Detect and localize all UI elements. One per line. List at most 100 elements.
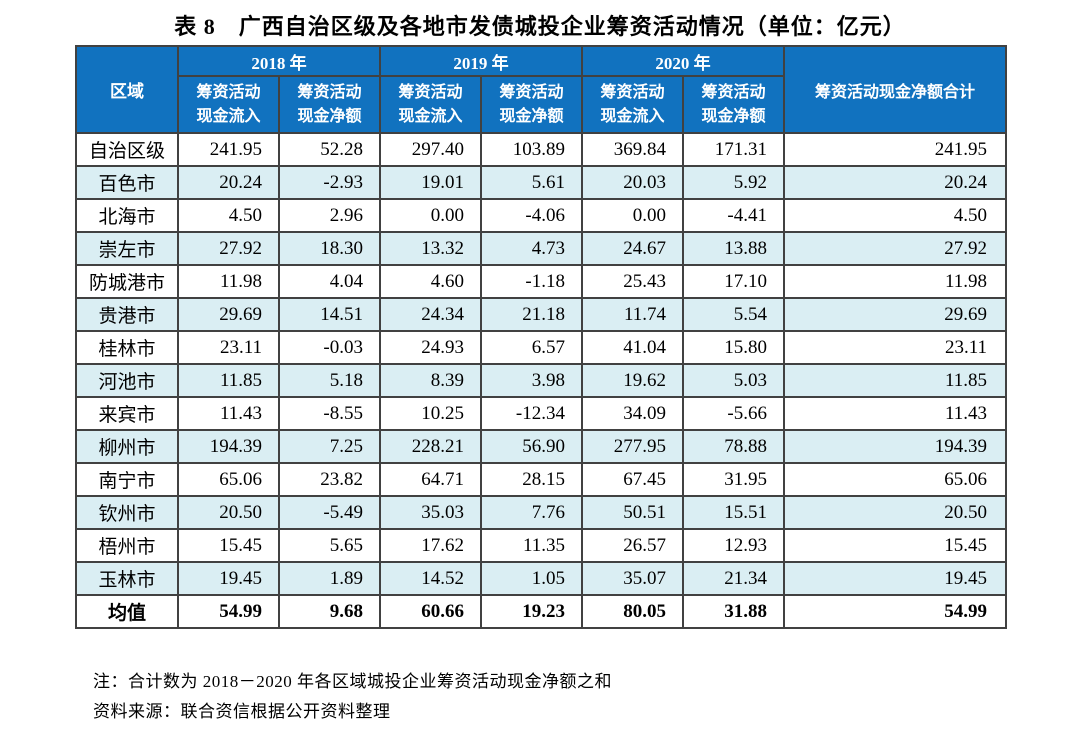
- value-cell: 34.09: [581, 396, 684, 431]
- value-cell: 78.88: [682, 429, 785, 464]
- region-cell: 贵港市: [75, 297, 179, 332]
- value-cell: 20.03: [581, 165, 684, 200]
- table-row: 来宾市 11.43 -8.55 10.25 -12.34 34.09 -5.66 11.43: [75, 396, 1007, 431]
- value-cell: 20.50: [177, 495, 280, 530]
- value-cell: 80.05: [581, 594, 684, 629]
- table-note: 注：合计数为 2018－2020 年各区域城投企业筹资活动现金净额之和: [93, 672, 612, 691]
- value-cell: -5.66: [682, 396, 785, 431]
- value-cell: -4.06: [480, 198, 583, 233]
- total-cell: 54.99: [783, 594, 1007, 629]
- region-cell: 柳州市: [75, 429, 179, 464]
- table-header: 区域 2018 年 2019 年 2020 年 筹资活动现金净额合计 筹资活动 …: [75, 45, 1007, 134]
- value-cell: 15.51: [682, 495, 785, 530]
- col-header-year-2019: 2019 年: [379, 45, 583, 77]
- value-cell: 103.89: [480, 132, 583, 167]
- value-cell: 15.45: [177, 528, 280, 563]
- value-cell: 23.82: [278, 462, 381, 497]
- value-cell: 1.05: [480, 561, 583, 596]
- table-row: 北海市 4.50 2.96 0.00 -4.06 0.00 -4.41 4.50: [75, 198, 1007, 233]
- region-cell: 崇左市: [75, 231, 179, 266]
- financing-activity-table: 区域 2018 年 2019 年 2020 年 筹资活动现金净额合计 筹资活动 …: [75, 45, 1007, 629]
- value-cell: 18.30: [278, 231, 381, 266]
- value-cell: 17.62: [379, 528, 482, 563]
- col-subheader-2018-net: 筹资活动 现金净额: [278, 75, 381, 134]
- value-cell: 26.57: [581, 528, 684, 563]
- value-cell: -8.55: [278, 396, 381, 431]
- total-cell: 11.85: [783, 363, 1007, 398]
- value-cell: -2.93: [278, 165, 381, 200]
- col-subheader-2019-net: 筹资活动 现金净额: [480, 75, 583, 134]
- value-cell: 11.98: [177, 264, 280, 299]
- value-cell: 31.95: [682, 462, 785, 497]
- col-header-region: 区域: [75, 45, 179, 134]
- value-cell: 3.98: [480, 363, 583, 398]
- table-row: 南宁市 65.06 23.82 64.71 28.15 67.45 31.95 65.06: [75, 462, 1007, 497]
- region-cell: 百色市: [75, 165, 179, 200]
- table-row: 百色市 20.24 -2.93 19.01 5.61 20.03 5.92 20.24: [75, 165, 1007, 200]
- value-cell: 35.07: [581, 561, 684, 596]
- total-cell: 23.11: [783, 330, 1007, 365]
- value-cell: 41.04: [581, 330, 684, 365]
- value-cell: 5.92: [682, 165, 785, 200]
- region-cell: 北海市: [75, 198, 179, 233]
- table-row: 自治区级 241.95 52.28 297.40 103.89 369.84 171.31 2…: [75, 132, 1007, 167]
- region-cell: 均值: [75, 594, 179, 629]
- table-row: 均值 54.99 9.68 60.66 19.23 80.05 31.88 54.99: [75, 594, 1007, 629]
- total-cell: 4.50: [783, 198, 1007, 233]
- value-cell: 12.93: [682, 528, 785, 563]
- col-subheader-2020-inflow: 筹资活动 现金流入: [581, 75, 684, 134]
- table-row: 钦州市 20.50 -5.49 35.03 7.76 50.51 15.51 20.50: [75, 495, 1007, 530]
- col-header-year-2018: 2018 年: [177, 45, 381, 77]
- value-cell: 21.34: [682, 561, 785, 596]
- value-cell: 24.67: [581, 231, 684, 266]
- value-cell: 9.68: [278, 594, 381, 629]
- value-cell: 5.18: [278, 363, 381, 398]
- table-row: 崇左市 27.92 18.30 13.32 4.73 24.67 13.88 27.92: [75, 231, 1007, 266]
- table-row: 柳州市 194.39 7.25 228.21 56.90 277.95 78.88 194.3…: [75, 429, 1007, 464]
- value-cell: 65.06: [177, 462, 280, 497]
- value-cell: 19.01: [379, 165, 482, 200]
- value-cell: 60.66: [379, 594, 482, 629]
- value-cell: 7.25: [278, 429, 381, 464]
- table-body: 自治区级 241.95 52.28 297.40 103.89 369.84 171.31 2…: [75, 132, 1007, 629]
- value-cell: 4.60: [379, 264, 482, 299]
- value-cell: 13.32: [379, 231, 482, 266]
- region-cell: 南宁市: [75, 462, 179, 497]
- value-cell: 67.45: [581, 462, 684, 497]
- total-cell: 241.95: [783, 132, 1007, 167]
- value-cell: 14.51: [278, 297, 381, 332]
- value-cell: 2.96: [278, 198, 381, 233]
- total-cell: 29.69: [783, 297, 1007, 332]
- col-header-year-2020: 2020 年: [581, 45, 785, 77]
- total-cell: 11.43: [783, 396, 1007, 431]
- value-cell: 7.76: [480, 495, 583, 530]
- value-cell: 5.03: [682, 363, 785, 398]
- source-note: 资料来源：联合资信根据公开资料整理: [93, 701, 391, 721]
- value-cell: 21.18: [480, 297, 583, 332]
- value-cell: 13.88: [682, 231, 785, 266]
- value-cell: -1.18: [480, 264, 583, 299]
- region-cell: 自治区级: [75, 132, 179, 167]
- value-cell: 171.31: [682, 132, 785, 167]
- value-cell: 20.24: [177, 165, 280, 200]
- total-cell: 27.92: [783, 231, 1007, 266]
- value-cell: 5.54: [682, 297, 785, 332]
- footnotes: 注：合计数为 2018－2020 年各区域城投企业筹资活动现金净额之和 资料来源…: [93, 667, 612, 727]
- value-cell: 0.00: [581, 198, 684, 233]
- value-cell: 0.00: [379, 198, 482, 233]
- value-cell: 11.85: [177, 363, 280, 398]
- value-cell: 23.11: [177, 330, 280, 365]
- col-subheader-2018-inflow: 筹资活动 现金流入: [177, 75, 280, 134]
- col-subheader-2019-inflow: 筹资活动 现金流入: [379, 75, 482, 134]
- total-cell: 11.98: [783, 264, 1007, 299]
- value-cell: 19.45: [177, 561, 280, 596]
- value-cell: 5.65: [278, 528, 381, 563]
- header-row-years: 区域 2018 年 2019 年 2020 年 筹资活动现金净额合计: [75, 45, 1007, 134]
- total-cell: 20.24: [783, 165, 1007, 200]
- value-cell: 52.28: [278, 132, 381, 167]
- value-cell: 5.61: [480, 165, 583, 200]
- value-cell: 6.57: [480, 330, 583, 365]
- value-cell: 8.39: [379, 363, 482, 398]
- region-cell: 钦州市: [75, 495, 179, 530]
- value-cell: 4.73: [480, 231, 583, 266]
